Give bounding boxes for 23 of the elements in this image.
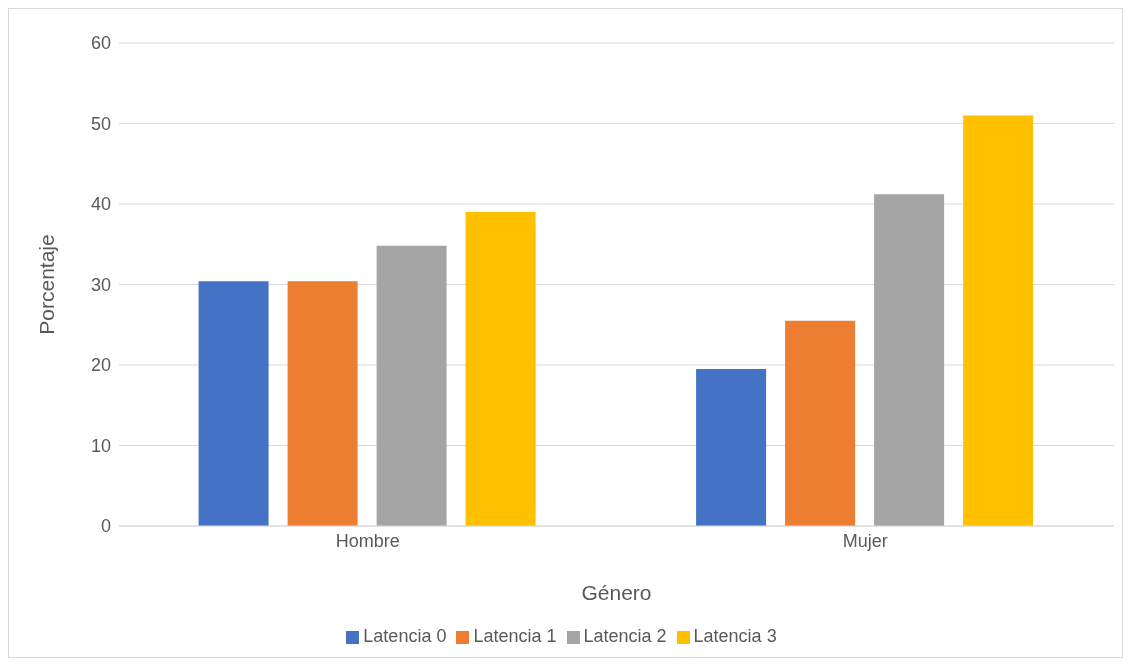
bar xyxy=(874,194,945,526)
legend-label: Latencia 2 xyxy=(583,626,667,646)
legend-label: Latencia 3 xyxy=(693,626,777,646)
y-tick-label: 50 xyxy=(90,113,111,134)
bar xyxy=(376,245,447,526)
y-tick-label: 30 xyxy=(90,274,111,295)
bar xyxy=(465,212,536,526)
bar xyxy=(696,369,767,526)
bar xyxy=(198,281,269,526)
bar xyxy=(963,115,1034,526)
y-tick-label: 20 xyxy=(90,355,111,376)
x-tick-label: Hombre xyxy=(335,530,400,551)
bar xyxy=(785,320,856,526)
legend-label: Latencia 0 xyxy=(363,626,447,646)
legend-label: Latencia 1 xyxy=(473,626,557,646)
y-tick-label: 40 xyxy=(90,194,111,215)
y-axis-title: Porcentaje xyxy=(35,234,59,335)
y-tick-label: 0 xyxy=(100,516,111,537)
bar xyxy=(287,281,358,526)
x-axis-title: Género xyxy=(581,581,652,604)
x-tick-label: Mujer xyxy=(842,530,888,551)
y-tick-label: 60 xyxy=(90,33,111,54)
y-tick-label: 10 xyxy=(90,435,111,456)
